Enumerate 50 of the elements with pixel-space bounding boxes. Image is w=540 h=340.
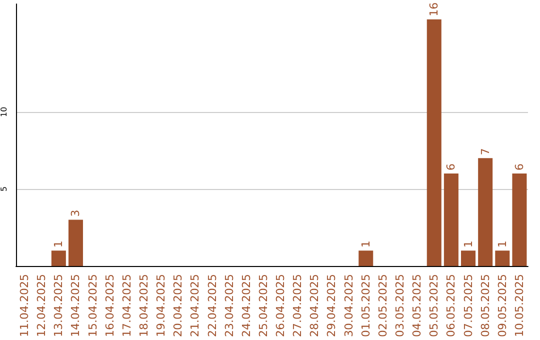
- x-tick-label: 03.05.2025: [394, 274, 406, 338]
- x-tick-label: 20.04.2025: [172, 274, 185, 338]
- x-tick-label: 13.04.2025: [52, 274, 66, 338]
- bar: [68, 220, 83, 266]
- x-tick-label: 07.05.2025: [462, 274, 475, 338]
- bar: [512, 174, 527, 266]
- x-tick-label: 17.04.2025: [120, 274, 134, 338]
- x-tick-label: 08.05.2025: [478, 274, 492, 338]
- x-tick-label: 26.04.2025: [274, 274, 288, 338]
- y-tick-label: 10: [0, 106, 8, 117]
- bar: [495, 250, 510, 266]
- x-tick-label: 24.04.2025: [240, 274, 253, 338]
- x-tick-label: 23.04.2025: [222, 274, 236, 338]
- bar: [426, 19, 442, 266]
- data-label: 6: [444, 164, 458, 171]
- x-tick-label: 05.05.2025: [428, 274, 441, 338]
- x-tick-label: 30.04.2025: [342, 274, 356, 338]
- x-tick-label: 22.04.2025: [206, 274, 219, 338]
- data-label: 7: [478, 148, 492, 156]
- x-tick-label: 09.05.2025: [496, 274, 509, 338]
- x-tick-label: 11.04.2025: [18, 274, 32, 338]
- x-tick-label: 28.04.2025: [308, 274, 322, 338]
- data-label: 16: [428, 2, 441, 16]
- x-tick-label: 15.04.2025: [86, 274, 100, 338]
- x-tick-label: 14.04.2025: [69, 274, 82, 338]
- bar: [478, 158, 493, 266]
- x-tick-label: 18.04.2025: [138, 274, 150, 338]
- data-label: 1: [462, 240, 475, 248]
- x-tick-label: 25.04.2025: [256, 274, 270, 338]
- x-tick-label: 16.04.2025: [103, 274, 116, 338]
- bar: [51, 250, 66, 266]
- bar: [461, 250, 476, 266]
- bar: [444, 174, 458, 266]
- data-label: 1: [52, 240, 66, 248]
- data-label: 1: [359, 240, 372, 248]
- x-tick-label: 02.05.2025: [376, 274, 390, 338]
- x-tick-label: 12.04.2025: [35, 274, 48, 338]
- x-tick-label: 21.04.2025: [188, 274, 202, 338]
- data-label: 3: [69, 210, 82, 217]
- data-label: 6: [512, 164, 526, 171]
- x-tick-label: 27.04.2025: [291, 274, 304, 338]
- x-tick-label: 29.04.2025: [325, 274, 338, 338]
- x-tick-label: 01.05.2025: [359, 274, 372, 338]
- x-tick-label: 04.05.2025: [410, 274, 424, 338]
- data-label: 1: [496, 240, 509, 248]
- x-tick-label: 06.05.2025: [444, 274, 458, 338]
- y-tick-label: 5: [0, 186, 8, 192]
- bar: [358, 250, 374, 266]
- x-tick-label: 10.05.2025: [512, 274, 526, 338]
- x-tick-label: 19.04.2025: [154, 274, 168, 338]
